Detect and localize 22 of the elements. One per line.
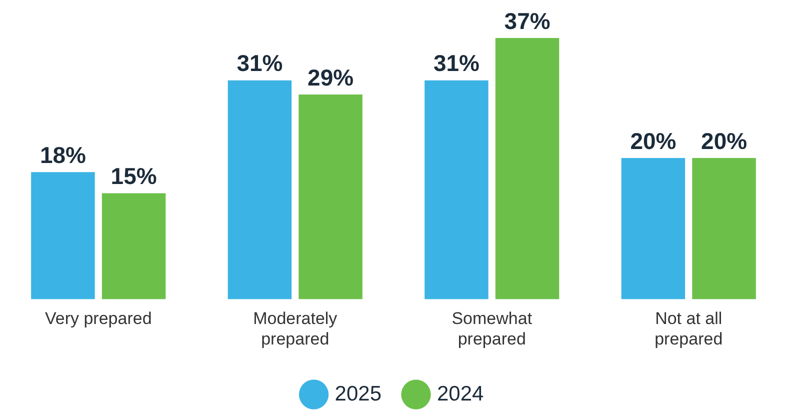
- bar: [424, 80, 488, 300]
- bar: [621, 158, 686, 300]
- legend-label: 2024: [437, 382, 484, 406]
- data-label: 20%: [701, 128, 748, 154]
- x-tick-label: Somewhat prepared: [452, 309, 532, 348]
- data-label: 20%: [630, 128, 676, 154]
- x-tick-label: Very prepared: [44, 309, 152, 328]
- data-label: 31%: [236, 50, 283, 76]
- data-label: 31%: [433, 50, 480, 76]
- data-label: 37%: [504, 8, 550, 34]
- bar: [102, 193, 166, 300]
- data-label: 29%: [308, 64, 354, 90]
- x-tick-label: Moderately prepared: [253, 309, 338, 348]
- bar: [31, 172, 95, 300]
- bar: [692, 158, 756, 300]
- data-label: 15%: [110, 163, 157, 190]
- legend-label: 2025: [334, 382, 382, 406]
- x-tick-label: Not at all prepared: [654, 309, 723, 348]
- data-label: 18%: [40, 142, 86, 168]
- bar: [298, 94, 362, 300]
- bar: [228, 80, 292, 300]
- bar: [495, 38, 560, 300]
